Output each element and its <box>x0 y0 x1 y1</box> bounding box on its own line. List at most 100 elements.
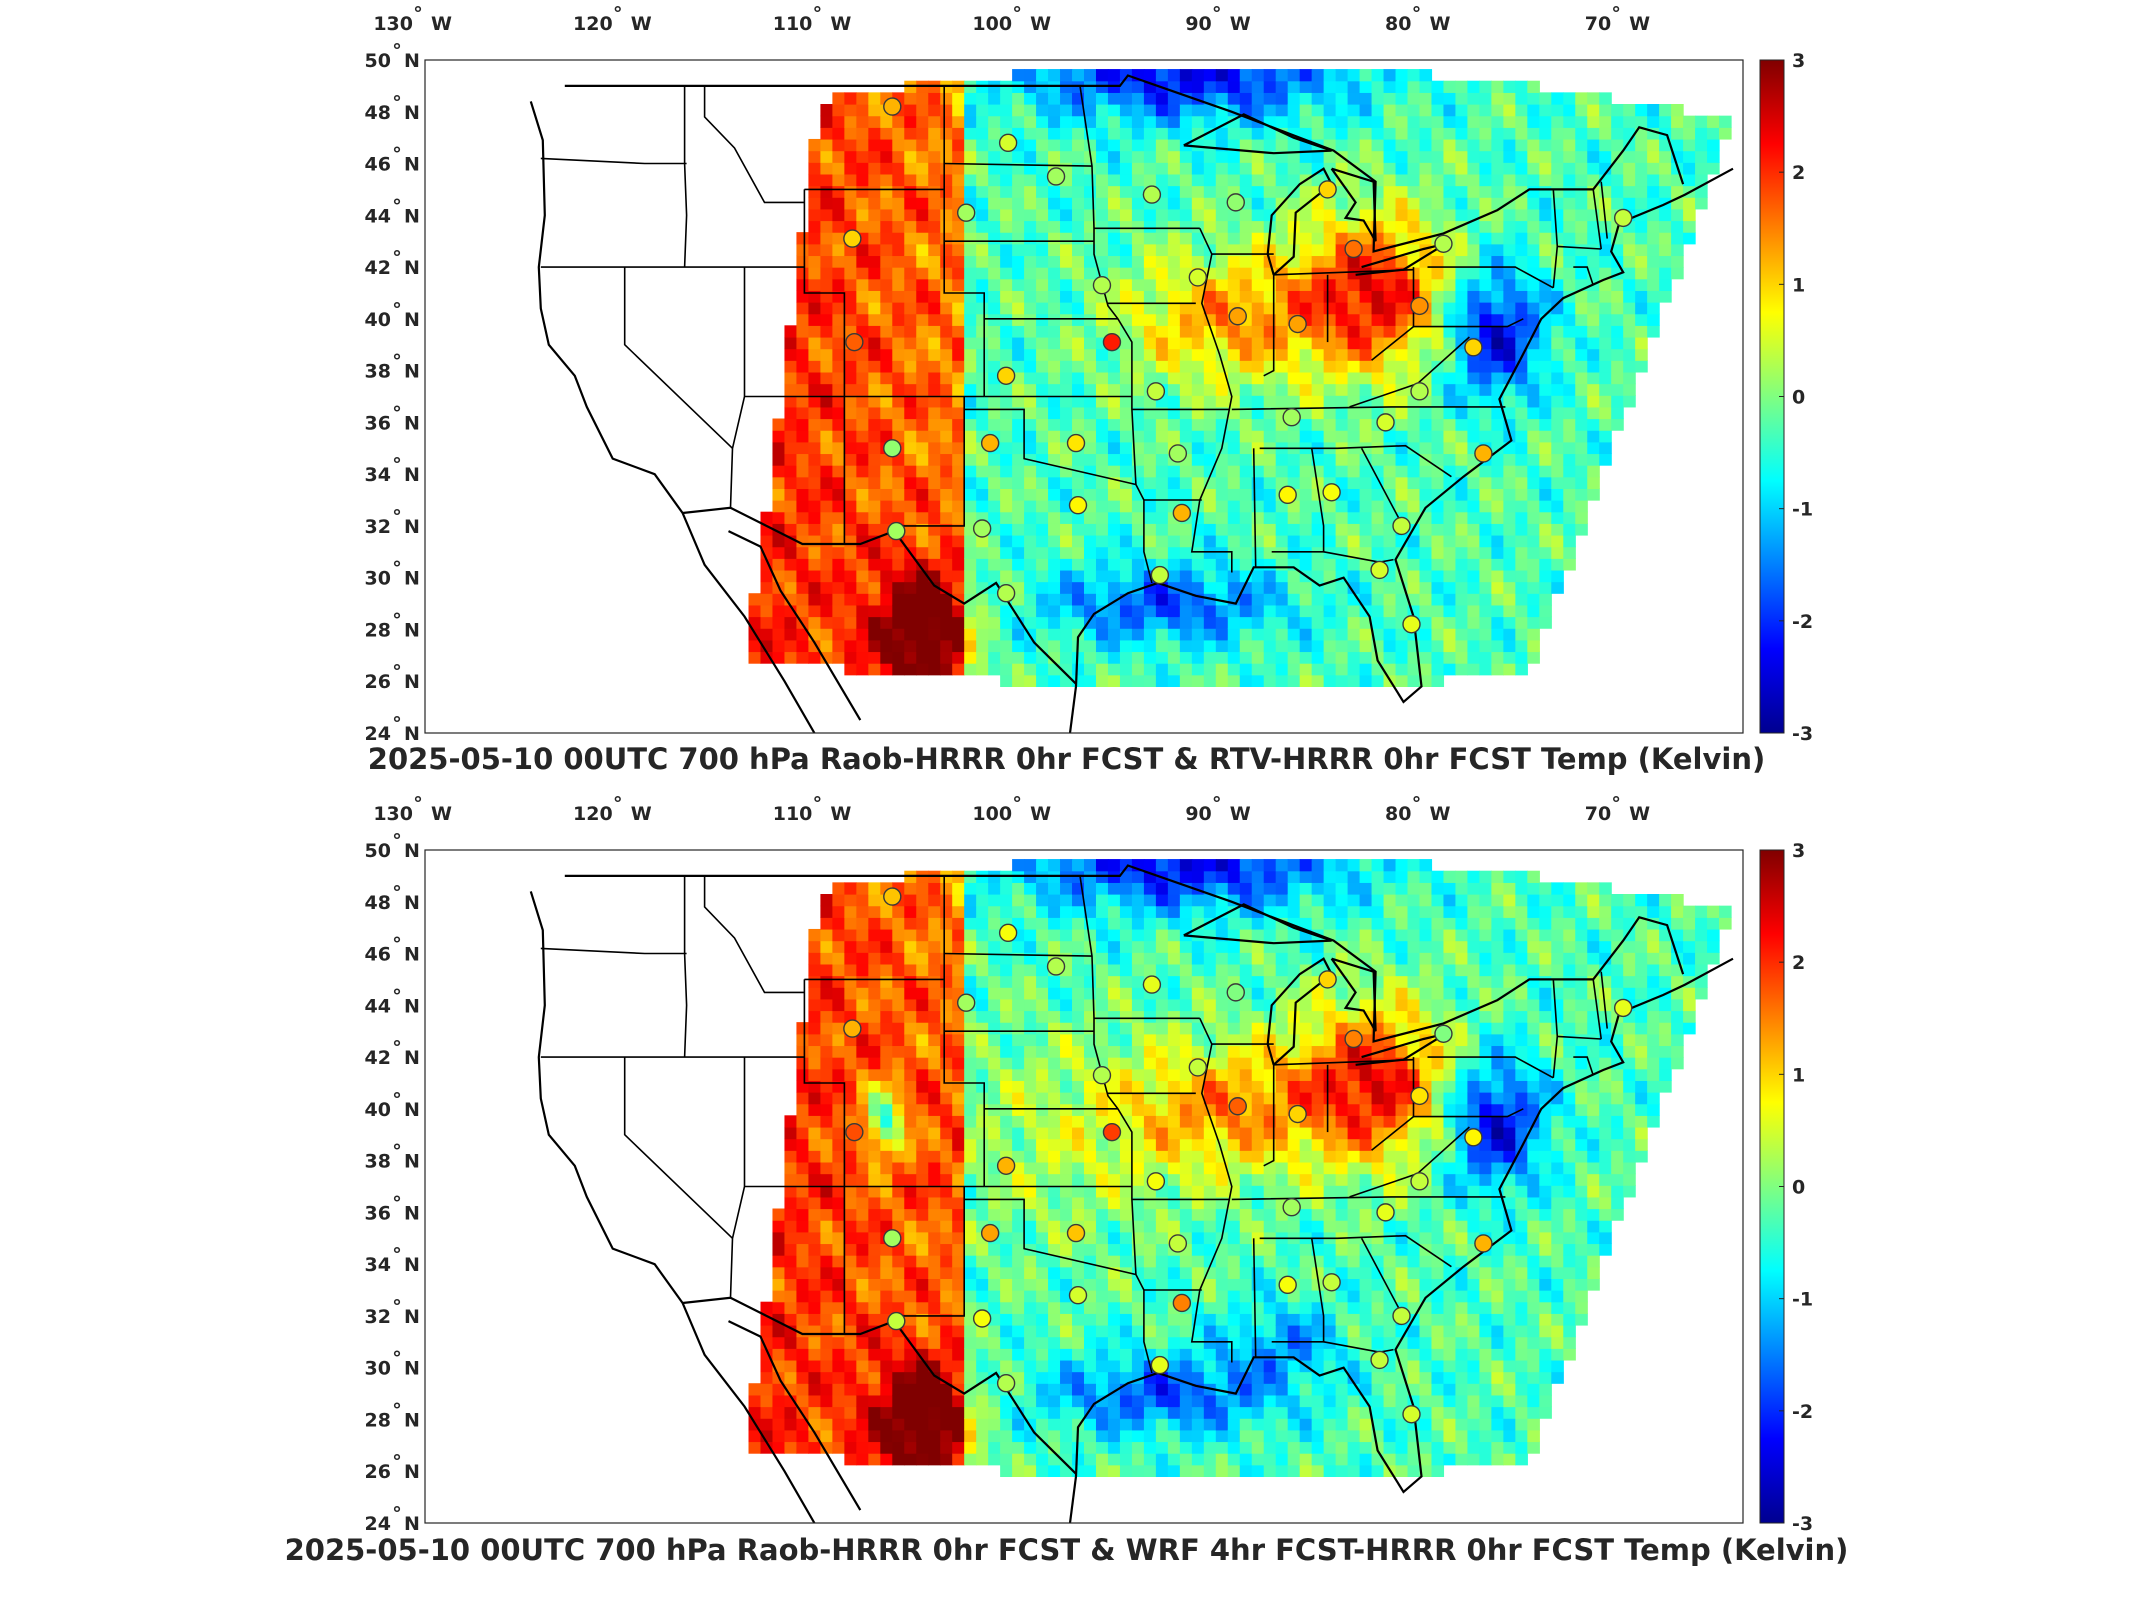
field-cell <box>808 173 821 187</box>
field-cell <box>832 1022 845 1035</box>
field-cell <box>1048 348 1061 361</box>
field-cell <box>1359 558 1373 571</box>
field-cell <box>1443 534 1457 548</box>
field-cell <box>880 651 893 664</box>
field-cell <box>748 1441 762 1454</box>
field-cell <box>784 651 798 664</box>
field-cell <box>796 1115 810 1128</box>
field-cell <box>1323 255 1337 268</box>
field-cell <box>1287 267 1301 280</box>
field-cell <box>1527 628 1540 641</box>
field-cell <box>964 940 977 953</box>
field-cell <box>1503 569 1516 583</box>
field-cell <box>1060 1348 1073 1361</box>
field-cell <box>1587 453 1600 466</box>
field-cell <box>1036 127 1049 140</box>
field-cell <box>880 383 893 396</box>
field-cell <box>928 569 941 583</box>
field-cell <box>1407 162 1421 175</box>
field-cell <box>1647 267 1660 280</box>
field-cell <box>904 383 917 396</box>
field-cell <box>1251 418 1265 431</box>
field-cell <box>964 453 977 466</box>
field-cell <box>1095 441 1109 455</box>
field-cell <box>1419 628 1433 641</box>
field-cell <box>988 523 1001 536</box>
field-cell <box>1024 940 1037 953</box>
field-cell <box>1515 569 1528 583</box>
field-cell <box>1383 371 1397 385</box>
field-cell <box>892 500 905 513</box>
field-cell <box>1539 232 1552 245</box>
field-cell <box>832 1348 845 1361</box>
field-cell <box>1467 569 1480 583</box>
field-cell <box>988 1033 1001 1047</box>
field-cell <box>1012 1278 1025 1291</box>
field-cell <box>1131 138 1145 152</box>
field-cell <box>1036 500 1049 513</box>
field-cell <box>988 1394 1001 1408</box>
field-cell <box>1143 220 1157 233</box>
field-cell <box>976 534 989 548</box>
field-cell <box>784 465 798 478</box>
field-cell <box>928 1290 941 1303</box>
field-cell <box>916 232 929 245</box>
field-cell <box>1107 604 1121 618</box>
field-cell <box>916 476 929 489</box>
station-marker <box>1474 444 1493 463</box>
field-cell <box>1443 208 1457 222</box>
field-cell <box>1479 150 1492 163</box>
field-cell <box>1251 534 1265 548</box>
field-cell <box>1000 1301 1013 1314</box>
field-cell <box>820 441 833 455</box>
field-cell <box>1060 395 1073 408</box>
field-cell <box>1179 290 1193 303</box>
field-cell <box>1024 1453 1037 1466</box>
field-cell <box>1000 208 1013 222</box>
field-cell <box>1203 441 1217 455</box>
field-cell <box>1179 115 1193 128</box>
field-cell <box>1024 313 1037 326</box>
field-cell <box>892 975 905 988</box>
field-cell <box>1587 325 1600 338</box>
field-cell <box>1443 511 1457 524</box>
field-cell <box>904 1150 917 1163</box>
field-cell <box>916 882 929 895</box>
field-cell <box>1239 441 1253 455</box>
field-cell <box>976 1138 989 1151</box>
field-cell <box>952 267 965 280</box>
field-cell <box>1335 383 1349 396</box>
field-cell <box>1036 173 1049 187</box>
field-cell <box>784 628 798 641</box>
field-cell <box>1203 418 1217 431</box>
mexico-coast <box>1068 686 1078 733</box>
field-cell <box>964 348 977 361</box>
field-cell <box>1587 418 1600 431</box>
field-cell <box>808 1406 821 1419</box>
field-cell <box>1024 1324 1037 1338</box>
field-cell <box>1024 534 1037 548</box>
field-cell <box>1203 558 1217 571</box>
field-cell <box>1024 1126 1037 1140</box>
field-cell <box>1359 616 1373 629</box>
field-cell <box>1107 360 1121 373</box>
field-cell <box>1539 336 1552 350</box>
field-cell <box>856 1173 869 1186</box>
field-cell <box>868 639 881 653</box>
field-cell <box>856 940 869 953</box>
field-cell <box>1203 115 1217 128</box>
field-cell <box>1155 430 1169 443</box>
field-cell <box>820 430 833 443</box>
field-cell <box>940 882 953 895</box>
field-cell <box>1395 430 1409 443</box>
field-cell <box>856 430 869 443</box>
field-cell <box>1251 546 1265 559</box>
field-cell <box>1215 465 1229 478</box>
field-cell <box>892 406 905 420</box>
field-cell <box>1095 232 1109 245</box>
field-cell <box>796 453 810 466</box>
field-cell <box>1335 546 1349 559</box>
field-cell <box>1431 336 1445 350</box>
field-cell <box>1119 360 1133 373</box>
field-cell <box>904 1371 917 1384</box>
